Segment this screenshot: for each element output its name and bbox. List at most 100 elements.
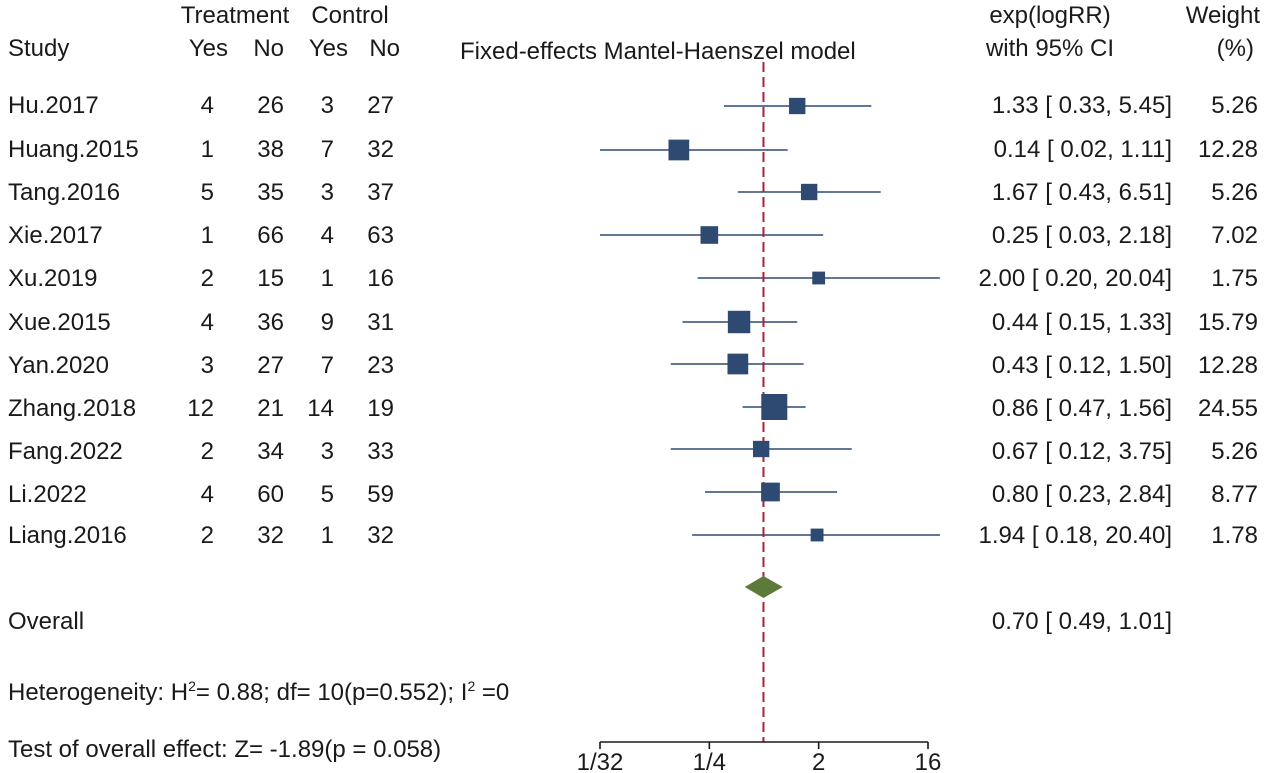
treatment-no: 21: [257, 395, 284, 422]
treatment-no: 26: [257, 92, 284, 119]
effect-ci: 1.67 [ 0.43, 6.51]: [991, 179, 1172, 206]
header-no-treatment: No: [253, 35, 284, 62]
control-no: 63: [367, 222, 394, 249]
treatment-no: 35: [257, 179, 284, 206]
weight: 7.02: [1211, 222, 1258, 249]
weight: 5.26: [1211, 438, 1258, 465]
overall-effect-ci: 0.70 [ 0.49, 1.01]: [991, 608, 1172, 635]
weight: 8.77: [1211, 481, 1258, 508]
header-weight-line2: (%): [1216, 35, 1254, 62]
control-yes: 7: [320, 352, 334, 379]
control-no: 32: [367, 136, 394, 163]
study-name: Liang.2016: [8, 522, 127, 549]
control-no: 16: [367, 265, 394, 292]
study-name: Zhang.2018: [8, 395, 137, 422]
header-yes-control: Yes: [308, 35, 348, 62]
control-yes: 4: [320, 222, 334, 249]
effect-ci: 0.86 [ 0.47, 1.56]: [991, 395, 1172, 422]
weight: 5.26: [1211, 179, 1258, 206]
effect-ci: 2.00 [ 0.20, 20.04]: [978, 265, 1173, 292]
treatment-yes: 4: [200, 92, 214, 119]
control-no: 59: [367, 481, 394, 508]
weight: 5.26: [1211, 92, 1258, 119]
study-markers: [668, 97, 826, 542]
study-marker: [761, 394, 788, 420]
header-study: Study: [8, 35, 70, 62]
treatment-yes: 2: [200, 438, 214, 465]
effect-ci: 0.25 [ 0.03, 2.18]: [991, 222, 1172, 249]
control-no: 23: [367, 352, 394, 379]
control-yes: 3: [320, 438, 334, 465]
control-yes: 3: [320, 92, 334, 119]
treatment-yes: 4: [200, 481, 214, 508]
control-no: 31: [367, 309, 394, 336]
treatment-yes: 4: [200, 309, 214, 336]
control-yes: 1: [320, 265, 334, 292]
weight: 24.55: [1197, 395, 1258, 422]
treatment-no: 15: [257, 265, 284, 292]
treatment-yes: 1: [200, 222, 214, 249]
x-axis: 1/32 1/4 2 16: [577, 741, 942, 773]
header-no-control: No: [369, 35, 400, 62]
treatment-yes: 3: [200, 352, 214, 379]
study-marker: [727, 310, 751, 334]
header-effect-line2: with 95% CI: [985, 35, 1115, 62]
control-yes: 5: [320, 481, 334, 508]
header-effect-line1: exp(logRR): [989, 2, 1111, 29]
treatment-no: 36: [257, 309, 284, 336]
study-name: Xue.2015: [8, 309, 111, 336]
control-yes: 1: [320, 522, 334, 549]
treatment-yes: 2: [200, 522, 214, 549]
effect-ci: 1.33 [ 0.33, 5.45]: [991, 92, 1172, 119]
x-axis-tick-label: 16: [915, 749, 942, 773]
weight: 1.78: [1211, 522, 1258, 549]
weight: 15.79: [1197, 309, 1258, 336]
study-marker: [801, 183, 818, 201]
control-yes: 9: [320, 309, 334, 336]
study-marker: [727, 353, 749, 375]
x-axis-tick-label: 1/4: [693, 749, 726, 773]
x-axis-tick-label: 1/32: [577, 749, 624, 773]
study-marker: [700, 226, 719, 244]
study-name: Xie.2017: [8, 222, 103, 249]
treatment-no: 34: [257, 438, 284, 465]
header-yes-treatment: Yes: [188, 35, 228, 62]
study-name: Tang.2016: [8, 179, 121, 206]
control-no: 19: [367, 395, 394, 422]
weight: 12.28: [1197, 136, 1258, 163]
effect-ci: 0.43 [ 0.12, 1.50]: [991, 352, 1172, 379]
control-no: 32: [367, 522, 394, 549]
study-name: Huang.2015: [8, 136, 139, 163]
treatment-no: 38: [257, 136, 284, 163]
study-marker: [752, 440, 770, 458]
effect-ci: 1.94 [ 0.18, 20.40]: [978, 522, 1173, 549]
ci-lines: [600, 105, 940, 536]
control-no: 37: [367, 179, 394, 206]
effect-ci: 0.80 [ 0.23, 2.84]: [991, 481, 1172, 508]
overall-label: Overall: [8, 608, 85, 635]
heterogeneity-text: Heterogeneity: H2= 0.88; df= 10(p=0.552)…: [8, 678, 510, 706]
effect-ci: 0.67 [ 0.12, 3.75]: [991, 438, 1172, 465]
control-yes: 3: [320, 179, 334, 206]
study-name: Yan.2020: [8, 352, 109, 379]
study-marker: [761, 482, 780, 502]
treatment-no: 32: [257, 522, 284, 549]
header-weight-line1: Weight: [1185, 2, 1260, 29]
study-marker: [668, 139, 690, 161]
study-name: Li.2022: [8, 481, 87, 508]
weight: 12.28: [1197, 352, 1258, 379]
overall-effect-test: Test of overall effect: Z= -1.89(p = 0.0…: [8, 736, 442, 763]
treatment-no: 60: [257, 481, 284, 508]
weight: 1.75: [1211, 265, 1258, 292]
treatment-yes: 5: [200, 179, 214, 206]
study-name: Hu.2017: [8, 92, 99, 119]
header-control: Control: [311, 2, 389, 29]
treatment-yes: 2: [200, 265, 214, 292]
study-name: Xu.2019: [8, 265, 98, 292]
treatment-no: 27: [257, 352, 284, 379]
study-marker: [789, 97, 806, 115]
study-name: Fang.2022: [8, 438, 123, 465]
header-treatment: Treatment: [180, 2, 290, 29]
treatment-yes: 12: [187, 395, 214, 422]
